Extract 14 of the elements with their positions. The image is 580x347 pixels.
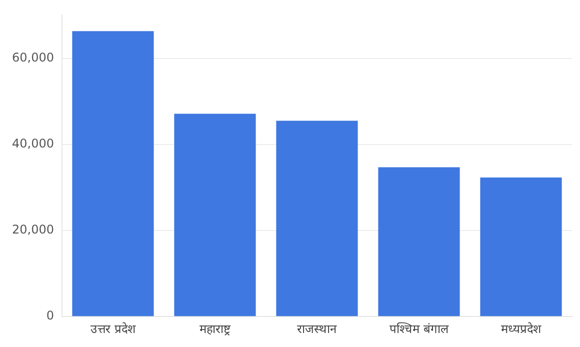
x-tick-label: महाराष्ट्र <box>199 322 232 336</box>
bar <box>72 31 154 316</box>
y-tick-label: 0 <box>46 308 54 323</box>
y-tick-label: 60,000 <box>12 50 54 64</box>
bar <box>378 167 460 316</box>
x-tick-label: उत्तर प्रदेश <box>90 322 136 336</box>
x-tick-label: राजस्थान <box>296 322 337 336</box>
bar <box>174 114 256 316</box>
x-tick-label: पश्चिम बंगाल <box>390 322 450 336</box>
bar <box>276 120 358 316</box>
y-tick-label: 20,000 <box>12 222 54 237</box>
bar <box>480 178 562 316</box>
y-tick-label: 40,000 <box>12 136 54 150</box>
x-tick-label: मध्यप्रदेश <box>501 322 542 336</box>
